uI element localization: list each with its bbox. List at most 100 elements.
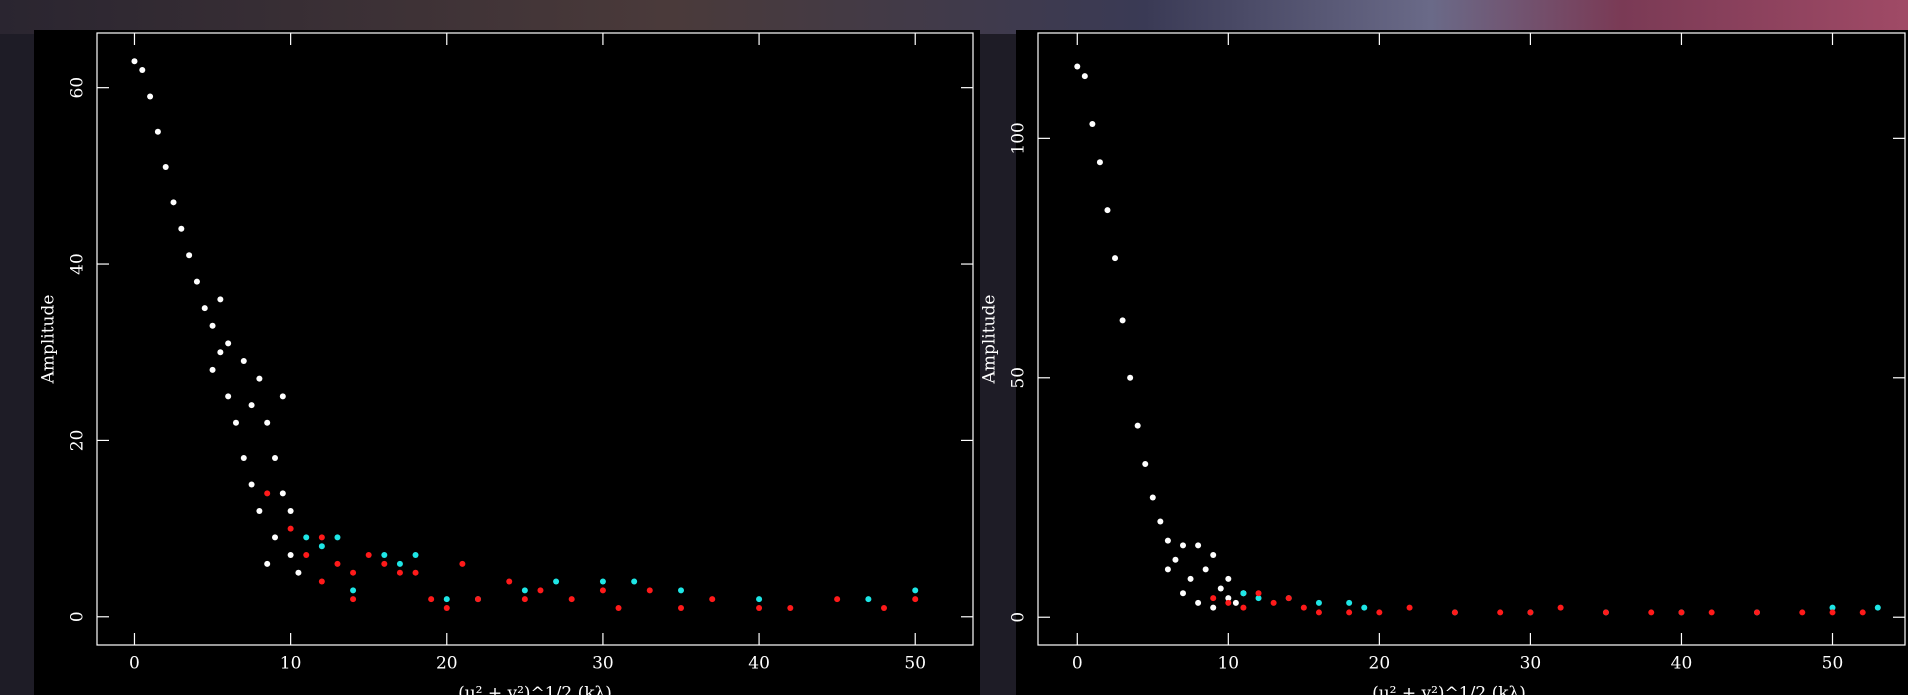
point — [912, 587, 919, 594]
point — [1225, 599, 1232, 606]
point — [1497, 609, 1504, 616]
point — [459, 560, 466, 567]
point — [1172, 556, 1179, 563]
point — [1799, 609, 1806, 616]
point — [1406, 604, 1413, 611]
point — [209, 366, 216, 373]
point — [381, 552, 388, 559]
point — [1074, 63, 1081, 70]
point — [912, 596, 919, 603]
point — [1602, 609, 1609, 616]
point — [615, 604, 622, 611]
point — [1081, 73, 1088, 80]
x-axis-label: (u² + v²)^1/2 (kλ) — [458, 684, 612, 695]
point — [256, 375, 263, 382]
point — [428, 596, 435, 603]
point — [1104, 207, 1111, 214]
point — [1255, 590, 1262, 597]
y-tick-label: 0 — [68, 611, 88, 622]
point — [365, 552, 372, 559]
point — [1187, 575, 1194, 582]
point — [1180, 590, 1187, 597]
y-tick-label: 50 — [1009, 367, 1029, 389]
point — [381, 560, 388, 567]
point — [279, 393, 286, 400]
point — [318, 534, 325, 541]
point — [287, 552, 294, 559]
point — [248, 402, 255, 409]
x-axis-label: (u² + v²)^1/2 (kλ) — [1372, 684, 1526, 695]
point — [678, 604, 684, 611]
x-tick-label: 20 — [436, 654, 458, 674]
point — [1285, 595, 1292, 602]
point — [1829, 609, 1836, 616]
point — [1157, 518, 1164, 525]
point — [264, 419, 271, 426]
x-tick-label: 30 — [1520, 654, 1542, 674]
chart: 0 10 20 30 40 50 0 20 40 60 Amplitude (u² + v²)^1/2… — [39, 32, 974, 695]
point — [186, 252, 193, 259]
point — [396, 569, 403, 576]
point — [1300, 604, 1307, 611]
point — [880, 604, 887, 611]
point — [272, 455, 279, 462]
point — [1112, 255, 1119, 262]
point — [412, 569, 419, 576]
point — [443, 596, 450, 603]
point — [412, 552, 419, 559]
point — [1217, 585, 1224, 592]
x-tick-label: 20 — [1369, 654, 1391, 674]
point — [1527, 609, 1534, 616]
point — [756, 604, 763, 611]
point — [279, 490, 286, 497]
point — [225, 340, 232, 347]
point — [217, 296, 224, 303]
point — [1210, 604, 1217, 611]
point — [1874, 604, 1881, 611]
point — [1134, 422, 1141, 429]
point — [264, 490, 271, 497]
x-tick-label: 0 — [129, 654, 140, 674]
point — [1195, 542, 1202, 549]
point — [646, 587, 653, 594]
point — [318, 578, 325, 585]
point — [1315, 599, 1322, 606]
point — [334, 534, 341, 541]
y-tick-label: 20 — [68, 430, 88, 452]
point — [1089, 120, 1096, 127]
point — [272, 534, 279, 541]
point — [1210, 595, 1217, 602]
x-tick-label: 50 — [1822, 654, 1844, 674]
header-strip — [0, 0, 1908, 34]
point — [1195, 599, 1202, 606]
point — [240, 455, 247, 462]
point — [787, 604, 794, 611]
point — [287, 507, 294, 514]
y-tick-label: 100 — [1009, 122, 1029, 154]
point — [1232, 599, 1239, 606]
x-tick-label: 40 — [1671, 654, 1693, 674]
point — [131, 58, 138, 65]
point — [537, 587, 544, 594]
point — [709, 596, 716, 603]
y-tick-label: 40 — [68, 253, 88, 275]
points — [131, 58, 919, 611]
point — [1164, 566, 1171, 573]
point — [178, 225, 185, 232]
point — [334, 560, 341, 567]
plot-frame — [1037, 32, 1906, 646]
point — [1376, 609, 1383, 616]
point — [1361, 604, 1368, 611]
x-tick-label: 0 — [1072, 654, 1083, 674]
point — [443, 604, 450, 611]
point — [264, 560, 271, 567]
point — [1648, 609, 1655, 616]
point — [217, 349, 224, 356]
point — [350, 587, 357, 594]
x-tick-label: 30 — [592, 654, 614, 674]
point — [1346, 599, 1353, 606]
x-tick-label: 10 — [1217, 654, 1239, 674]
point — [303, 534, 310, 541]
point — [568, 596, 575, 603]
